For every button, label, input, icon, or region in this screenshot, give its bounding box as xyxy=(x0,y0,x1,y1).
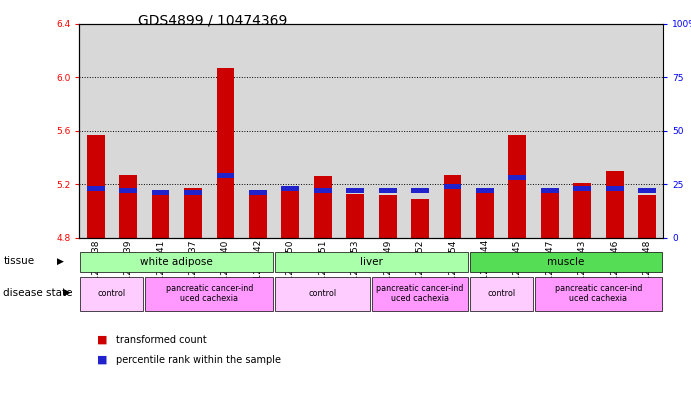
Bar xyxy=(470,277,533,311)
Bar xyxy=(87,135,104,238)
Bar xyxy=(281,187,299,238)
Text: percentile rank within the sample: percentile rank within the sample xyxy=(116,354,281,365)
Bar xyxy=(598,24,631,238)
Bar xyxy=(120,188,137,193)
Bar xyxy=(151,190,169,195)
Bar xyxy=(346,188,364,193)
Bar xyxy=(112,24,144,238)
Bar xyxy=(177,24,209,238)
Bar xyxy=(436,24,468,238)
Bar xyxy=(476,188,494,193)
Text: transformed count: transformed count xyxy=(116,335,207,345)
Bar xyxy=(80,252,273,272)
Text: white adipose: white adipose xyxy=(140,257,213,267)
Bar xyxy=(574,186,591,191)
Bar xyxy=(404,24,436,238)
Bar xyxy=(501,24,533,238)
Text: pancreatic cancer-ind
uced cachexia: pancreatic cancer-ind uced cachexia xyxy=(555,284,642,303)
Bar xyxy=(87,186,104,191)
Bar xyxy=(249,190,267,195)
Text: pancreatic cancer-ind
uced cachexia: pancreatic cancer-ind uced cachexia xyxy=(166,284,253,303)
Text: control: control xyxy=(98,289,126,298)
Bar xyxy=(638,195,656,238)
Text: muscle: muscle xyxy=(547,257,585,267)
Bar xyxy=(144,24,177,238)
Bar xyxy=(566,24,598,238)
Bar xyxy=(606,171,623,238)
Bar xyxy=(535,277,663,311)
Bar xyxy=(444,175,462,238)
Text: disease state: disease state xyxy=(3,288,73,298)
Bar xyxy=(476,191,494,238)
Bar xyxy=(275,277,370,311)
Bar xyxy=(444,184,462,189)
Bar xyxy=(574,183,591,238)
Bar xyxy=(509,135,527,238)
Bar xyxy=(346,194,364,238)
Bar xyxy=(379,195,397,238)
Text: liver: liver xyxy=(360,257,383,267)
Text: tissue: tissue xyxy=(3,256,35,266)
Bar xyxy=(379,188,397,193)
Bar xyxy=(631,24,663,238)
Bar xyxy=(411,199,429,238)
Bar xyxy=(541,192,559,238)
Bar xyxy=(145,277,273,311)
Text: ■: ■ xyxy=(97,354,107,365)
Bar xyxy=(249,191,267,238)
Bar xyxy=(470,252,663,272)
Bar xyxy=(184,188,202,238)
Text: control: control xyxy=(309,289,337,298)
Bar xyxy=(314,188,332,193)
Bar xyxy=(372,277,468,311)
Bar xyxy=(275,252,468,272)
Bar xyxy=(509,175,527,180)
Bar xyxy=(638,188,656,193)
Bar xyxy=(371,24,404,238)
Bar xyxy=(216,68,234,238)
Bar xyxy=(468,24,501,238)
Text: pancreatic cancer-ind
uced cachexia: pancreatic cancer-ind uced cachexia xyxy=(377,284,464,303)
Text: ▶: ▶ xyxy=(57,257,64,266)
Bar xyxy=(79,24,112,238)
Text: ■: ■ xyxy=(97,335,107,345)
Text: control: control xyxy=(487,289,515,298)
Bar xyxy=(533,24,566,238)
Bar xyxy=(242,24,274,238)
Bar xyxy=(541,188,559,193)
Bar xyxy=(411,188,429,193)
Bar xyxy=(184,190,202,195)
Bar xyxy=(307,24,339,238)
Bar xyxy=(314,176,332,238)
Bar xyxy=(281,186,299,191)
Bar xyxy=(606,186,623,191)
Bar xyxy=(274,24,307,238)
Bar xyxy=(209,24,242,238)
Bar xyxy=(80,277,143,311)
Text: ▶: ▶ xyxy=(64,288,71,297)
Bar xyxy=(339,24,371,238)
Bar xyxy=(216,173,234,178)
Bar xyxy=(151,191,169,238)
Text: GDS4899 / 10474369: GDS4899 / 10474369 xyxy=(138,14,287,28)
Bar xyxy=(120,175,137,238)
